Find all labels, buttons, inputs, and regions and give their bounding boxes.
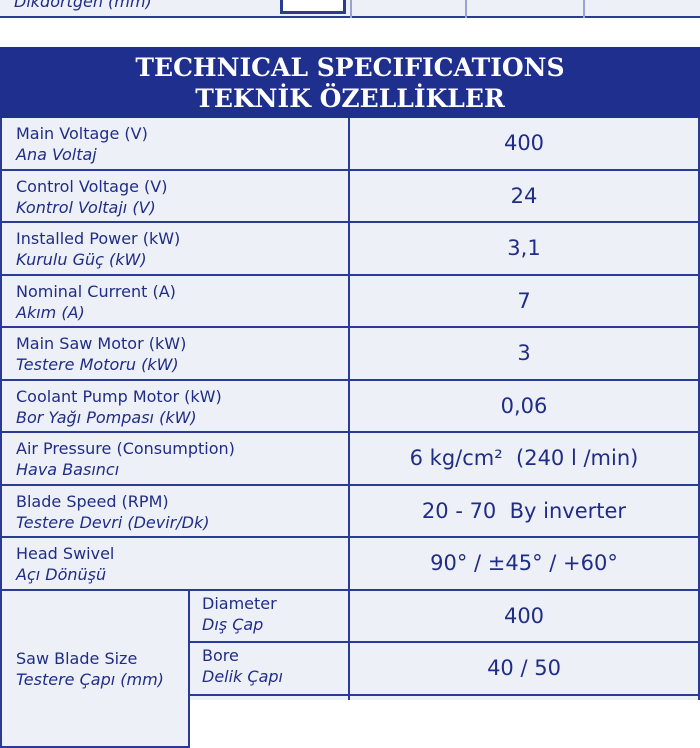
label-en: Air Pressure (Consumption) <box>16 439 235 458</box>
label-tr: Kurulu Güç (kW) <box>16 250 147 269</box>
label-tr: Bor Yağı Pompası (kW) <box>16 408 197 427</box>
value-cell: 20 - 70 By inverter <box>350 486 700 539</box>
label-cell: Nominal Current (A) Akım (A) <box>0 276 350 329</box>
label-en: Coolant Pump Motor (kW) <box>16 387 222 406</box>
label-tr: Akım (A) <box>16 303 85 322</box>
label-cell: Blade Speed (RPM) Testere Devri (Devir/Dk… <box>0 486 350 539</box>
value-cell: 7 <box>350 276 700 329</box>
label-en: Main Voltage (V) <box>16 124 148 143</box>
divider <box>350 0 352 18</box>
label-cell: Main Voltage (V) Ana Voltaj <box>0 118 350 171</box>
label-en: Main Saw Motor (kW) <box>16 334 186 353</box>
label-tr: Testere Motoru (kW) <box>16 355 179 374</box>
label-tr: Dış Çap <box>202 615 263 634</box>
value-cell: 6 kg/cm² (240 l /min) <box>350 433 700 486</box>
label-cell: Coolant Pump Motor (kW) Bor Yağı Pompası … <box>0 381 350 434</box>
label-en: Installed Power (kW) <box>16 229 180 248</box>
value-cell: 24 <box>350 171 700 224</box>
page: Dikdörtgen (mm) TECHNICAL SPECIFICATIONS… <box>0 0 700 700</box>
value-cell: 40 / 50 <box>350 643 700 696</box>
blade-label-cell: Saw Blade Size Testere Çapı (mm) <box>0 591 190 748</box>
value-cell: 3,1 <box>350 223 700 276</box>
value-cell: 3 <box>350 328 700 381</box>
header-subtitle: TEKNİK ÖZELLİKLER <box>0 84 700 113</box>
sub-label-cell: Diameter Dış Çap <box>190 591 350 644</box>
sub-label-cell: Bore Delik Çapı <box>190 643 350 696</box>
label-cell: Main Saw Motor (kW) Testere Motoru (kW) <box>0 328 350 381</box>
top-strip: Dikdörtgen (mm) <box>0 0 700 18</box>
label-en: Saw Blade Size <box>16 649 137 668</box>
value-cell: 400 <box>350 118 700 171</box>
top-label: Dikdörtgen (mm) <box>14 0 152 11</box>
label-tr: Kontrol Voltajı (V) <box>16 198 156 217</box>
divider <box>583 0 585 18</box>
header-title: TECHNICAL SPECIFICATIONS <box>0 53 700 82</box>
label-cell: Air Pressure (Consumption) Hava Basıncı <box>0 433 350 486</box>
value-cell: 90° / ±45° / +60° <box>350 538 700 591</box>
label-cell: Head Swivel Açı Dönüşü <box>0 538 350 591</box>
label-en: Control Voltage (V) <box>16 177 167 196</box>
value-cell <box>350 696 700 701</box>
label-en: Blade Speed (RPM) <box>16 492 169 511</box>
label-tr: Hava Basıncı <box>16 460 119 479</box>
label-tr: Delik Çapı <box>202 667 283 686</box>
label-en: Bore <box>202 646 239 665</box>
divider <box>465 0 467 18</box>
label-en: Nominal Current (A) <box>16 282 176 301</box>
icon-box <box>280 0 346 14</box>
label-tr: Testere Çapı (mm) <box>16 670 164 689</box>
label-tr: Açı Dönüşü <box>16 565 106 584</box>
label-en: Diameter <box>202 594 277 613</box>
value-cell: 0,06 <box>350 381 700 434</box>
value-cell: 400 <box>350 591 700 644</box>
label-cell: Control Voltage (V) Kontrol Voltajı (V) <box>0 171 350 224</box>
label-cell: Installed Power (kW) Kurulu Güç (kW) <box>0 223 350 276</box>
label-en: Head Swivel <box>16 544 114 563</box>
header: TECHNICAL SPECIFICATIONS TEKNİK ÖZELLİKL… <box>0 47 700 118</box>
label-tr: Testere Devri (Devir/Dk) <box>16 513 209 532</box>
label-tr: Ana Voltaj <box>16 145 97 164</box>
sub-label-cell <box>190 696 350 701</box>
